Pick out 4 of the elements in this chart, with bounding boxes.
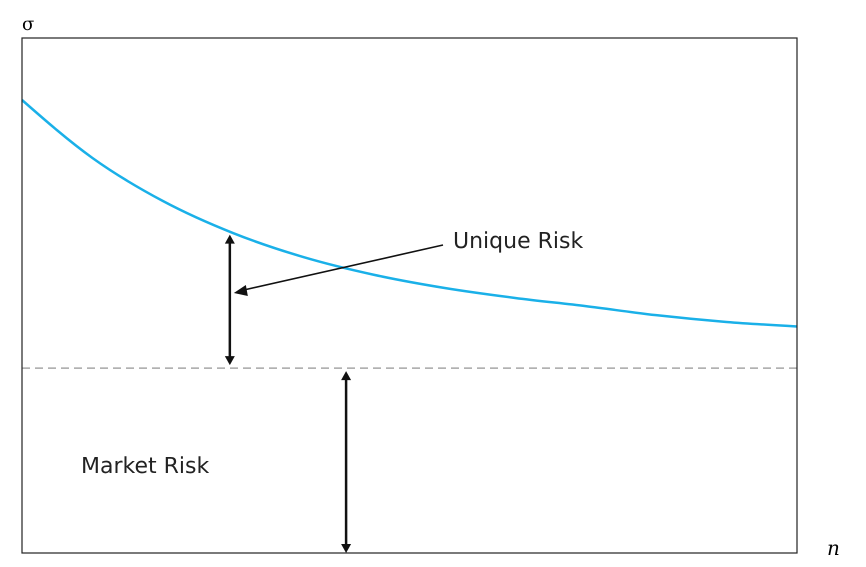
y-axis-title: σ: [22, 14, 34, 35]
annotation: Unique Risk: [453, 229, 584, 254]
annotation: Market Risk: [81, 454, 210, 479]
x-axis-title: n: [827, 536, 840, 560]
